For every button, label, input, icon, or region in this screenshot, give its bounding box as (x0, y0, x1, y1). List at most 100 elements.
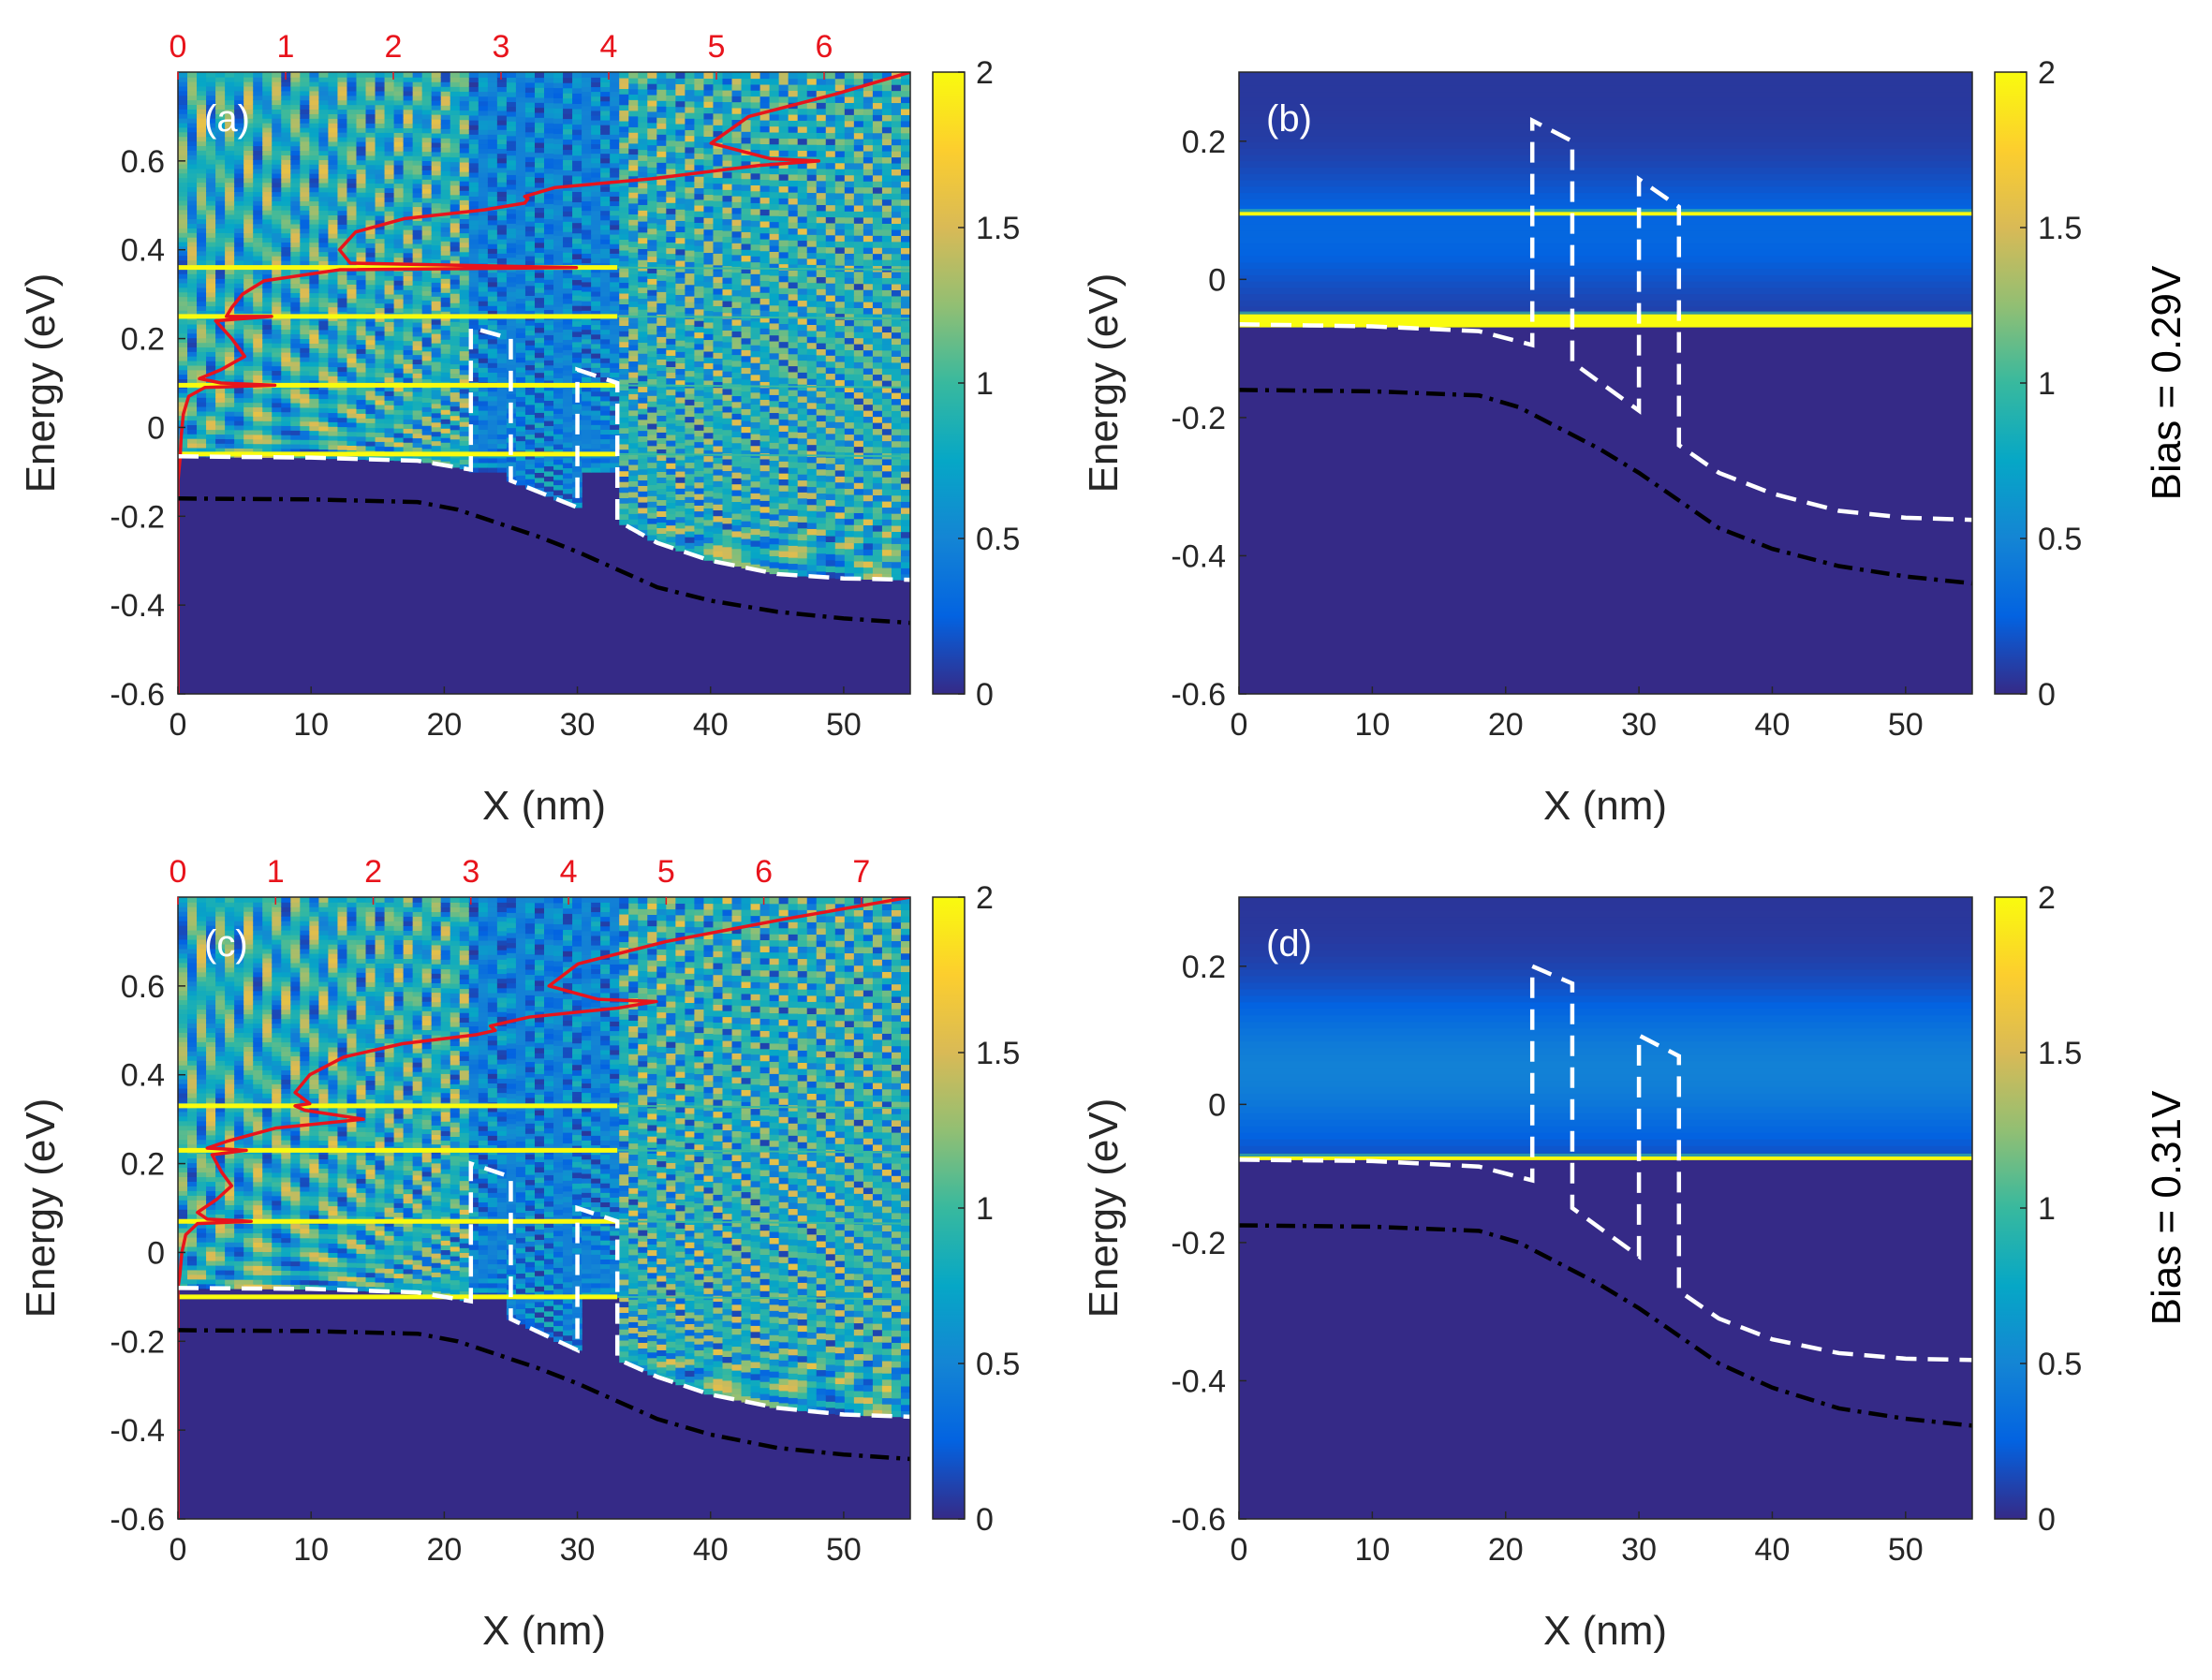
colorbar-tick-label: 1 (2038, 366, 2056, 402)
bright-level-0 (1239, 314, 1972, 328)
bias-label-bottom: Bias = 0.31V (2144, 1090, 2190, 1325)
x-axis-label: X (nm) (482, 1608, 606, 1654)
x-tick-label: 50 (1888, 1532, 1924, 1568)
x-tick-label: 30 (1621, 1532, 1657, 1568)
band-lines (1239, 116, 1972, 586)
x-tick-label: 20 (1488, 707, 1524, 743)
valence-band-line (178, 496, 910, 626)
y-tick-label: -0.2 (1171, 1226, 1226, 1261)
y-tick-label: 0.6 (121, 144, 165, 180)
y-tick-label: -0.6 (1171, 1502, 1226, 1538)
colorbar-tick-label: 1.5 (2038, 211, 2082, 246)
x-tick-label: 30 (1621, 707, 1657, 743)
resonance-trace-0 (617, 1295, 910, 1301)
x-axis-label: X (nm) (482, 783, 606, 829)
panel-c: 0 1 2 3 4 5 6 70 10 20 30 40 50-0.6-0.4-0.200.20.40.… (18, 854, 1020, 1654)
plot-frame (177, 71, 911, 695)
colorbar-tick-label: 1 (2038, 1191, 2056, 1227)
colorbar-tick-label: 0.5 (976, 522, 1020, 557)
y-tick-label: -0.6 (1171, 677, 1226, 713)
heatmap-bands (1239, 72, 1972, 328)
axis-ticks: 0 10 20 30 40 50 -0.6 -0.4 -0.2 0 0.2 (1171, 125, 1923, 743)
top-axis-tick-label: 5 (708, 29, 726, 65)
band-lines (178, 72, 910, 694)
top-axis-tick-label: 2 (385, 29, 403, 65)
x-tick-label: 40 (693, 1532, 729, 1568)
colorbar-tick-label: 1.5 (976, 211, 1020, 246)
y-axis-label: Energy (eV) (18, 273, 64, 494)
x-tick-label: 0 (170, 707, 187, 743)
x-tick-label: 20 (426, 1532, 462, 1568)
top-axis-tick-label: 7 (852, 854, 870, 890)
y-axis-label: Energy (eV) (18, 1098, 64, 1319)
panel-b: 0 10 20 30 40 50-0.6-0.4-0.200.2 (b) X (nm) E… (1081, 55, 2082, 829)
panel-label: (a) (204, 98, 250, 140)
x-tick-label: 0 (1231, 1532, 1248, 1568)
band-lines (178, 897, 910, 1519)
top-axis-tick-label: 2 (364, 854, 382, 890)
x-tick-label: 10 (1354, 707, 1390, 743)
colorbar-tick-label: 0 (976, 1502, 994, 1538)
heatmap (1239, 72, 1972, 694)
colorbar-tick-label: 0.5 (2038, 1347, 2082, 1382)
x-tick-label: 0 (170, 1532, 187, 1568)
colorbar-tick-label: 0.5 (976, 1347, 1020, 1382)
conduction-band-line (178, 324, 910, 582)
resonance-trace-0 (617, 452, 910, 458)
bias-label-top: Bias = 0.29V (2144, 265, 2190, 500)
colorbar: 0 0.5 1 1.5 2 (932, 880, 1020, 1538)
x-tick-label: 10 (293, 1532, 329, 1568)
colorbar-tick-label: 1 (976, 1191, 994, 1227)
y-tick-label: 0.6 (121, 969, 165, 1005)
x-tick-label: 40 (693, 707, 729, 743)
colorbar-tick-label: 1.5 (976, 1036, 1020, 1071)
axis-ticks: 0 1 2 3 4 5 6 7 0 10 20 30 40 50 -0.6 -0.4 -0.2 0 0.2 0.4 0.… (110, 854, 870, 1568)
density-curve (178, 72, 910, 694)
x-tick-label: 30 (560, 1532, 596, 1568)
x-axis-label: X (nm) (1543, 783, 1667, 829)
y-tick-label: 0 (1208, 262, 1226, 298)
y-tick-label: -0.4 (110, 588, 165, 624)
heatmap (1239, 897, 1972, 1519)
colorbar: 0 0.5 1 1.5 2 (1994, 880, 2082, 1538)
top-axis-tick-label: 3 (493, 29, 510, 65)
top-axis-tick-label: 0 (170, 29, 187, 65)
colorbar-tick-label: 1 (976, 366, 994, 402)
x-tick-label: 50 (826, 1532, 862, 1568)
resonance-trace-2 (617, 315, 910, 320)
resonance-trace-1 (617, 384, 910, 389)
colorbar-tick-label: 1.5 (2038, 1036, 2082, 1071)
heatmap-cells (178, 72, 910, 581)
valence-band-line (1239, 388, 1972, 586)
band-lines (1239, 963, 1972, 1428)
colorbar-tick-label: 2 (2038, 55, 2056, 91)
y-axis-label: Energy (eV) (1081, 273, 1127, 494)
colorbar-tick-label: 2 (2038, 880, 2056, 916)
y-tick-label: 0.2 (121, 322, 165, 358)
y-tick-label: -0.6 (110, 677, 165, 713)
y-tick-label: 0 (147, 1235, 165, 1271)
y-tick-label: -0.6 (110, 1502, 165, 1538)
y-tick-label: -0.2 (110, 499, 165, 535)
bright-level-0 (1239, 1156, 1972, 1160)
y-tick-label: 0.2 (121, 1147, 165, 1183)
x-tick-label: 10 (293, 707, 329, 743)
colorbar-ticks: 0 0.5 1 1.5 2 (2020, 880, 2082, 1538)
plot-frame (1238, 71, 1973, 695)
x-tick-label: 20 (1488, 1532, 1524, 1568)
y-tick-label: 0.4 (121, 1058, 165, 1094)
axis-ticks: 0 10 20 30 40 50 -0.6 -0.4 -0.2 0 0.2 (1171, 950, 1923, 1568)
resonance-trace-3 (617, 266, 910, 272)
x-tick-label: 40 (1755, 1532, 1791, 1568)
colorbar: 0 0.5 1 1.5 2 (1994, 55, 2082, 713)
y-tick-label: 0.2 (1182, 125, 1226, 160)
colorbar-ticks: 0 0.5 1 1.5 2 (958, 880, 1020, 1538)
colorbar-tick-label: 0.5 (2038, 522, 2082, 557)
colorbar-tick-label: 2 (976, 880, 994, 916)
x-tick-label: 20 (426, 707, 462, 743)
heatmap (178, 897, 910, 1519)
x-tick-label: 0 (1231, 707, 1248, 743)
x-tick-label: 50 (826, 707, 862, 743)
top-axis-tick-label: 6 (816, 29, 833, 65)
